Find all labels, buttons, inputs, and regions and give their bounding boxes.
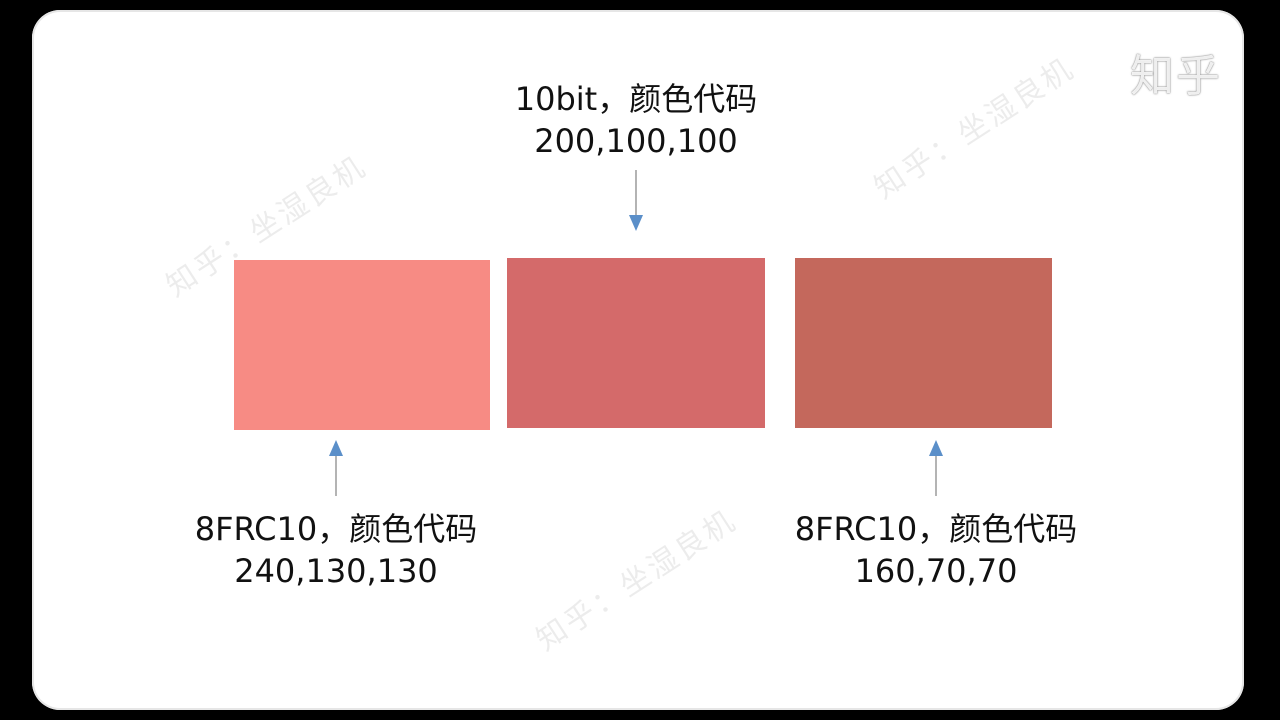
arrows-layer <box>329 170 943 496</box>
color-swatch-160-70-70 <box>795 258 1052 428</box>
top-label: 10bit，颜色代码 200,100,100 <box>436 78 836 162</box>
color-swatch-200-100-100 <box>507 258 765 428</box>
arrow-up-to-right-swatch <box>929 440 943 496</box>
zhihu-logo: 知乎 <box>1130 51 1222 102</box>
arrow-down-to-middle-swatch <box>629 170 643 231</box>
left-label-code: 240,130,130 <box>234 552 438 590</box>
right-label-code: 160,70,70 <box>854 552 1018 590</box>
left-label: 8FRC10，颜色代码 240,130,130 <box>136 508 536 592</box>
top-label-code: 200,100,100 <box>534 122 738 160</box>
right-label-title: 8FRC10，颜色代码 <box>794 510 1078 548</box>
arrow-up-to-left-swatch <box>329 440 343 496</box>
left-label-title: 8FRC10，颜色代码 <box>194 510 478 548</box>
right-label: 8FRC10，颜色代码 160,70,70 <box>736 508 1136 592</box>
slide-card: 知乎：坐湿良机 知乎：坐湿良机 知乎：坐湿良机 10bit，颜色代码 200,1… <box>32 10 1244 710</box>
color-swatch-240-130-130 <box>234 260 490 430</box>
top-label-title: 10bit，颜色代码 <box>514 80 758 118</box>
